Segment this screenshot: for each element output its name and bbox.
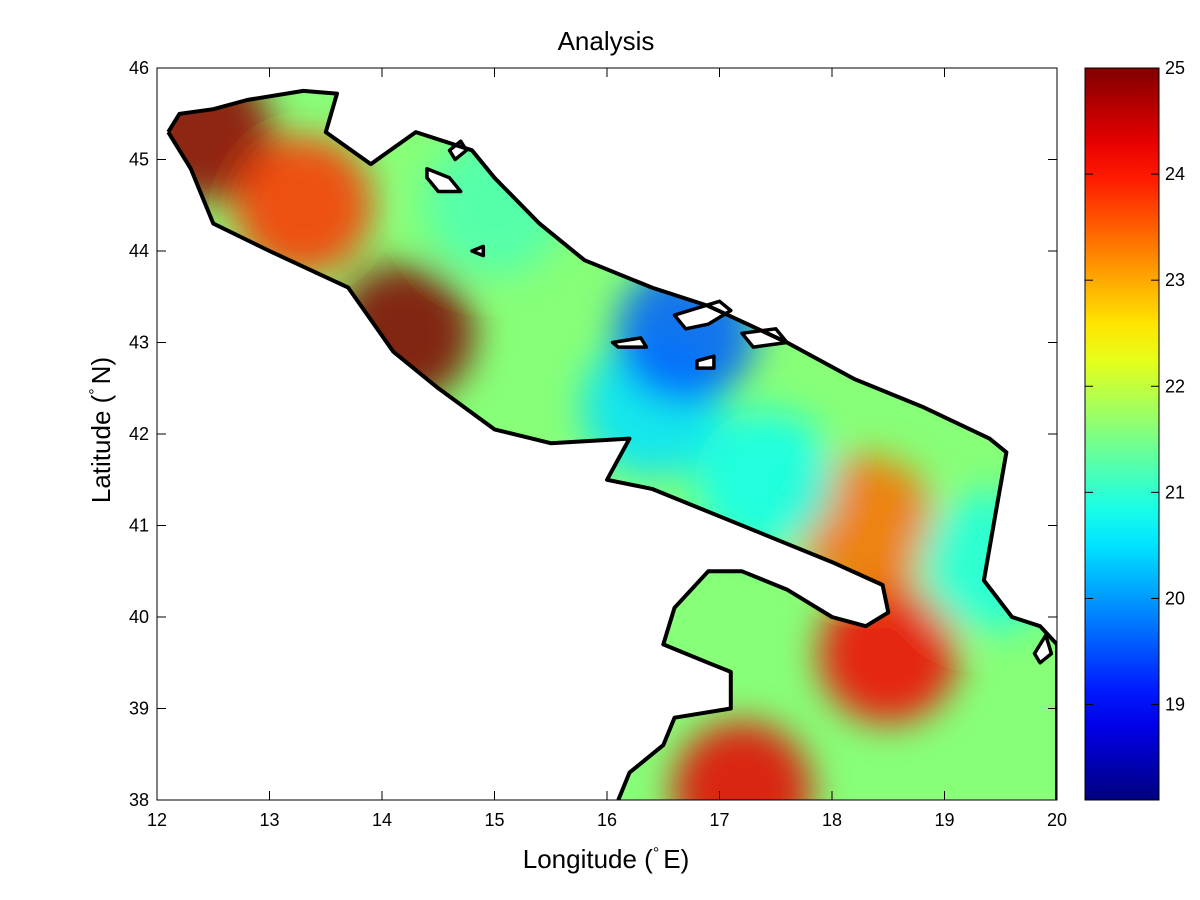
x-tick-label: 16: [597, 810, 617, 830]
island: [1032, 633, 1054, 665]
field-hotspot: [694, 409, 835, 550]
x-tick-label: 14: [372, 810, 392, 830]
y-tick-label: 38: [129, 790, 149, 810]
colorbar-gradient: [1084, 67, 1160, 801]
island: [695, 354, 716, 370]
y-tick-label: 40: [129, 607, 149, 627]
island: [610, 336, 649, 349]
x-tick-label: 19: [934, 810, 954, 830]
colorbar-tick-label: 24: [1165, 164, 1185, 184]
field-hotspot: [233, 135, 374, 276]
x-tick-label: 18: [822, 810, 842, 830]
plot-area: 12 13 14 15 16 17 18 19 20 38 39 40 41 42 43 44 45 46: [129, 58, 1067, 830]
coastline: [166, 88, 1057, 800]
y-tick-label: 43: [129, 333, 149, 353]
x-tick-label: 13: [259, 810, 279, 830]
y-axis-label: Latitude (: [86, 394, 116, 503]
island: [470, 244, 486, 258]
x-axis-label: Longitude (: [523, 844, 653, 874]
y-tick-label: 44: [129, 241, 149, 261]
y-axis-title: Latitude (° N): [86, 357, 116, 503]
colorbar-tick-label: 23: [1165, 270, 1185, 290]
colorbar-tick-label: 20: [1165, 588, 1185, 608]
y-tick-label: 45: [129, 150, 149, 170]
colorbar-ticks: 19 20 21 22 23 24 25: [1085, 58, 1185, 715]
x-axis-degree: °: [653, 845, 659, 862]
y-tick-label: 46: [129, 58, 149, 78]
colorbar-tick-label: 22: [1165, 376, 1185, 396]
x-tick-label: 20: [1047, 810, 1067, 830]
coastline-north: [166, 88, 1057, 800]
coastline-west: [166, 131, 891, 800]
x-tick-label: 17: [709, 810, 729, 830]
x-tick-label: 15: [484, 810, 504, 830]
x-axis-title: Longitude (° E): [523, 844, 690, 874]
colorbar-tick-label: 19: [1165, 695, 1185, 715]
island: [425, 166, 463, 194]
x-axis: 12 13 14 15 16 17 18 19 20: [147, 68, 1067, 830]
y-axis-degree: °: [87, 388, 104, 394]
colorbar-tick-label: 25: [1165, 58, 1185, 78]
y-tick-label: 39: [129, 699, 149, 719]
y-tick-label: 42: [129, 424, 149, 444]
field-hotspot: [672, 720, 812, 800]
x-tick-label: 12: [147, 810, 167, 830]
x-axis-unit: E): [663, 844, 689, 874]
y-axis-unit: N): [86, 357, 116, 384]
plot-frame: [156, 67, 1058, 801]
y-tick-label: 41: [129, 516, 149, 536]
colorbar: 19 20 21 22 23 24 25: [1084, 58, 1185, 801]
colorbar-tick-label: 21: [1165, 482, 1185, 502]
chart-title: Analysis: [558, 26, 655, 56]
